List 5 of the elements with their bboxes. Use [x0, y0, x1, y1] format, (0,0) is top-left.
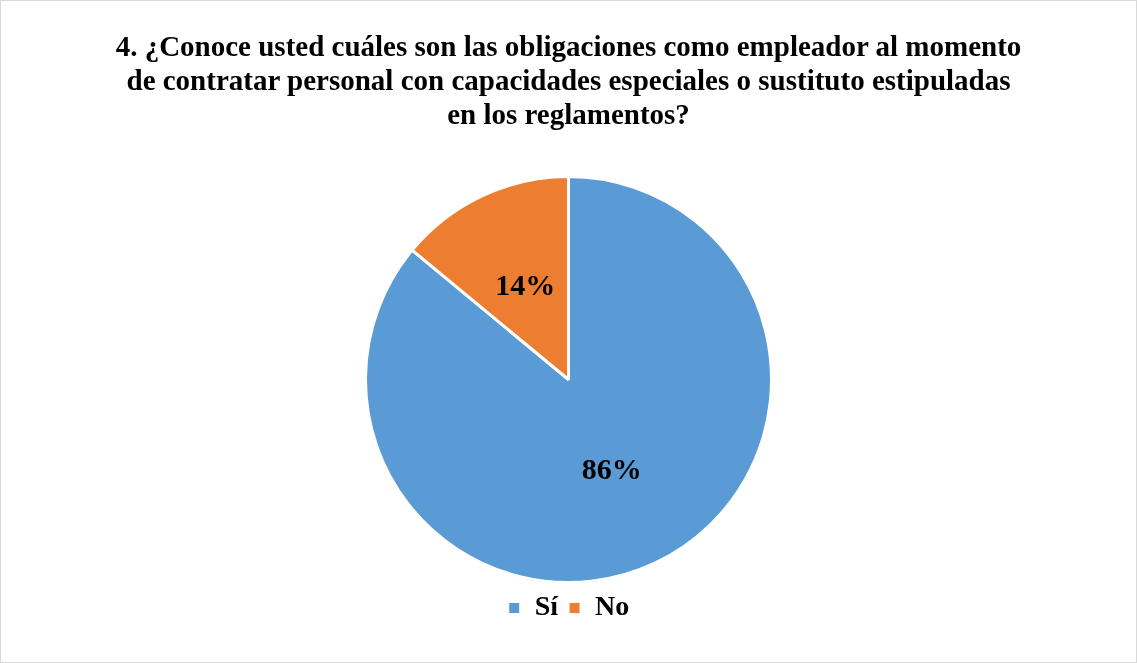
legend-label: Sí [534, 590, 560, 622]
chart-title: 4. ¿Conoce usted cuáles son las obligaciones como empleador al momento de contratar personal con capacidades especiales o sustituto estipuladas en los reglamentos? [114, 29, 1023, 131]
legend-label: No [595, 590, 630, 622]
data-label: 86% [581, 452, 642, 486]
data-label: 14% [495, 268, 556, 302]
